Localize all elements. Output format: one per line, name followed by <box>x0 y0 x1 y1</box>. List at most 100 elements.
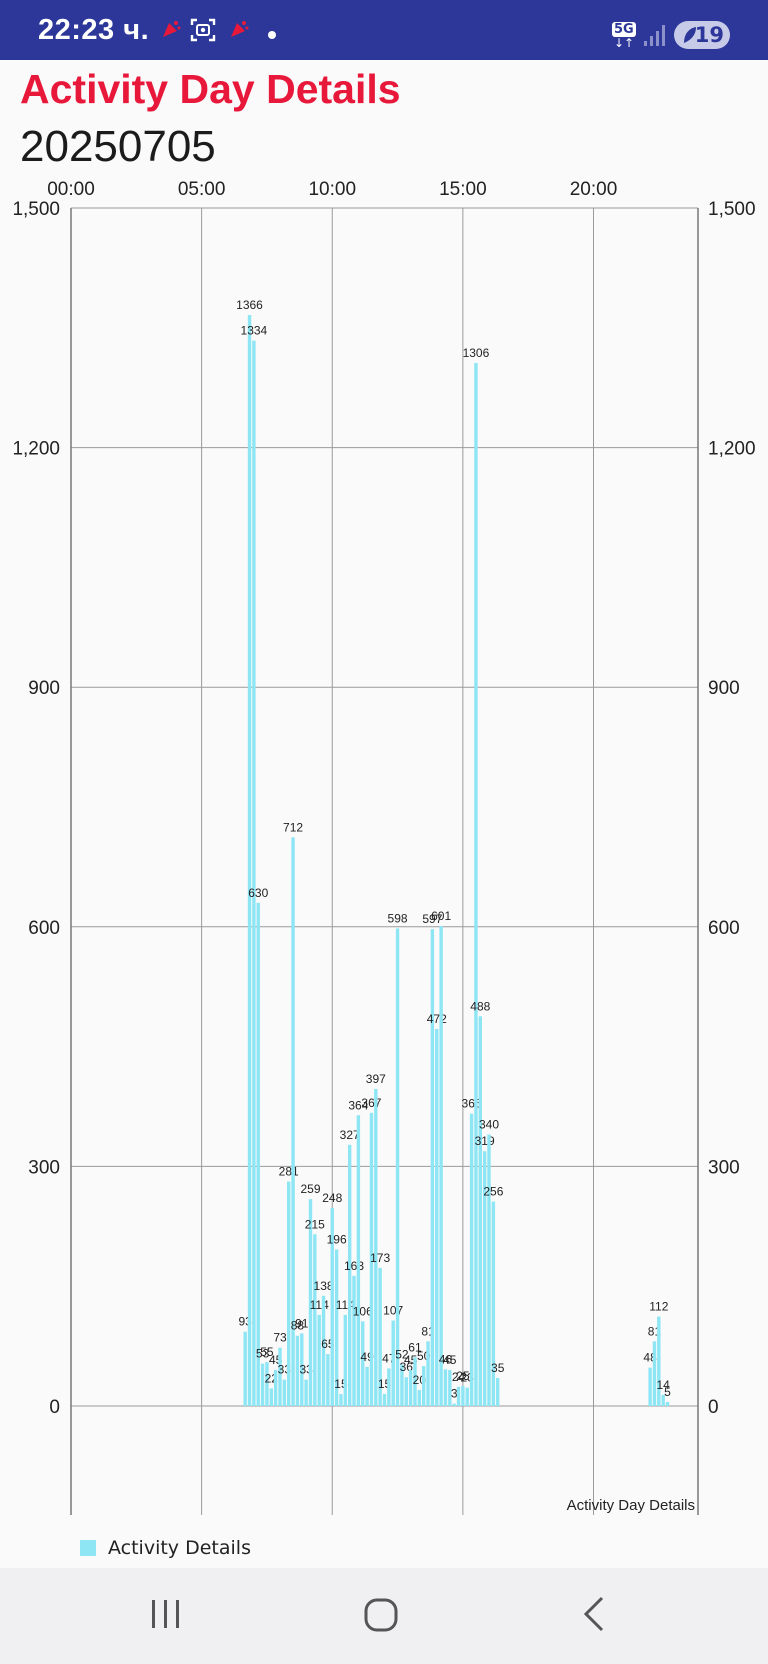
bar-value-label: 712 <box>283 820 303 834</box>
bar-value-label: 327 <box>340 1128 360 1142</box>
x-tick-label: 20:00 <box>570 179 618 200</box>
bar-value-label: 340 <box>479 1117 499 1131</box>
bar-value-label: 138 <box>314 1279 334 1293</box>
bar <box>426 1341 430 1406</box>
bar <box>456 1386 461 1406</box>
bar <box>374 1088 378 1406</box>
bar <box>491 1201 496 1406</box>
bar-value-label: 601 <box>431 909 451 923</box>
bar <box>321 1295 326 1406</box>
screenshot-icon <box>190 18 216 46</box>
bar <box>461 1386 465 1406</box>
bar-value-label: 1306 <box>463 346 490 360</box>
bar <box>391 1320 395 1406</box>
bar <box>361 1321 365 1406</box>
page-date: 20250705 <box>20 122 216 171</box>
bar <box>465 1387 469 1406</box>
status-bar: 22:23 ч. 5G ↓↑ 19 <box>0 0 768 60</box>
bar <box>365 1366 369 1406</box>
navigation-bar <box>0 1568 768 1664</box>
bar-value-label: 114 <box>310 1298 329 1312</box>
bar <box>278 1347 282 1406</box>
bar <box>387 1368 391 1406</box>
legend-swatch <box>80 1540 96 1556</box>
bar-value-label: 45 <box>443 1353 457 1367</box>
bar <box>452 1403 456 1406</box>
bar-value-label: 630 <box>248 886 268 900</box>
bar-value-label: 597 <box>422 912 442 926</box>
page-title: Activity Day Details <box>20 66 401 112</box>
bar-value-label: 196 <box>327 1232 347 1246</box>
bar <box>413 1357 417 1406</box>
x-tick-label: 00:00 <box>47 179 95 200</box>
bar-value-label: 46 <box>439 1352 453 1366</box>
bar <box>474 362 478 1406</box>
dot-icon <box>268 31 276 39</box>
bar <box>282 1379 287 1406</box>
chart-description: Activity Day Details <box>567 1497 695 1514</box>
bar-value-label: 397 <box>366 1072 386 1086</box>
bar <box>243 1331 247 1406</box>
battery-icon: 19 <box>674 21 730 49</box>
bar <box>443 1369 448 1406</box>
bar <box>356 1115 361 1406</box>
bar <box>648 1367 652 1406</box>
y-tick-label-right: 600 <box>708 918 740 939</box>
y-tick-label-right: 1,200 <box>708 439 756 460</box>
bar <box>317 1314 321 1406</box>
y-tick-label-left: 900 <box>28 678 60 699</box>
bar-value-label: 256 <box>483 1185 503 1199</box>
bar <box>326 1354 330 1406</box>
bar-value-label: 488 <box>470 999 490 1013</box>
bar <box>478 1016 482 1406</box>
bar-value-label: 598 <box>388 911 408 925</box>
bar <box>247 315 252 1406</box>
bar-value-label: 259 <box>300 1182 320 1196</box>
bar-value-label: 24 <box>452 1370 466 1384</box>
bar <box>417 1390 422 1406</box>
bar <box>400 1364 404 1406</box>
bar-value-label: 106 <box>353 1304 373 1318</box>
bar-value-label: 88 <box>291 1319 305 1333</box>
bar-value-label: 367 <box>361 1096 381 1110</box>
bar-value-label: 3 <box>451 1387 458 1401</box>
bar-value-label: 107 <box>383 1304 403 1318</box>
bar-value-label: 1334 <box>241 324 268 338</box>
bar <box>265 1362 269 1406</box>
y-tick-label-left: 1,500 <box>12 199 60 220</box>
bar <box>378 1267 382 1406</box>
data-arrows-icon: ↓↑ <box>614 36 635 50</box>
bar <box>260 1363 265 1406</box>
bar <box>408 1370 413 1406</box>
bar <box>256 902 260 1406</box>
bar <box>287 1181 291 1406</box>
bar-value-label: 281 <box>279 1165 299 1179</box>
bar <box>652 1341 657 1406</box>
bar-value-label: 173 <box>370 1251 390 1265</box>
bar <box>421 1366 426 1406</box>
bar <box>369 1112 374 1406</box>
battery-level: 19 <box>694 23 724 47</box>
signal-icon <box>642 22 668 52</box>
back-icon[interactable] <box>580 1594 610 1638</box>
status-time: 22:23 ч. <box>38 14 150 46</box>
bar-value-label: 35 <box>491 1361 505 1375</box>
bar-value-label: 215 <box>305 1217 325 1231</box>
recent-apps-icon[interactable] <box>148 1594 184 1638</box>
bar <box>482 1151 487 1406</box>
bar-value-label: 91 <box>295 1316 309 1330</box>
bar-value-label: 163 <box>344 1259 364 1273</box>
notification-icon <box>228 18 250 44</box>
bar <box>252 340 256 1407</box>
home-icon[interactable] <box>362 1594 402 1638</box>
bar <box>382 1394 387 1406</box>
bar-value-label: 1366 <box>236 298 263 312</box>
bar-value-label: 319 <box>475 1134 495 1148</box>
bar-value-label: 25 <box>456 1369 470 1383</box>
legend: Activity Details <box>80 1537 251 1559</box>
bar <box>300 1333 304 1406</box>
bar-value-label: 61 <box>408 1340 422 1354</box>
bar <box>291 837 295 1406</box>
y-tick-label-right: 0 <box>708 1397 719 1418</box>
bar-value-label: 472 <box>427 1012 447 1026</box>
